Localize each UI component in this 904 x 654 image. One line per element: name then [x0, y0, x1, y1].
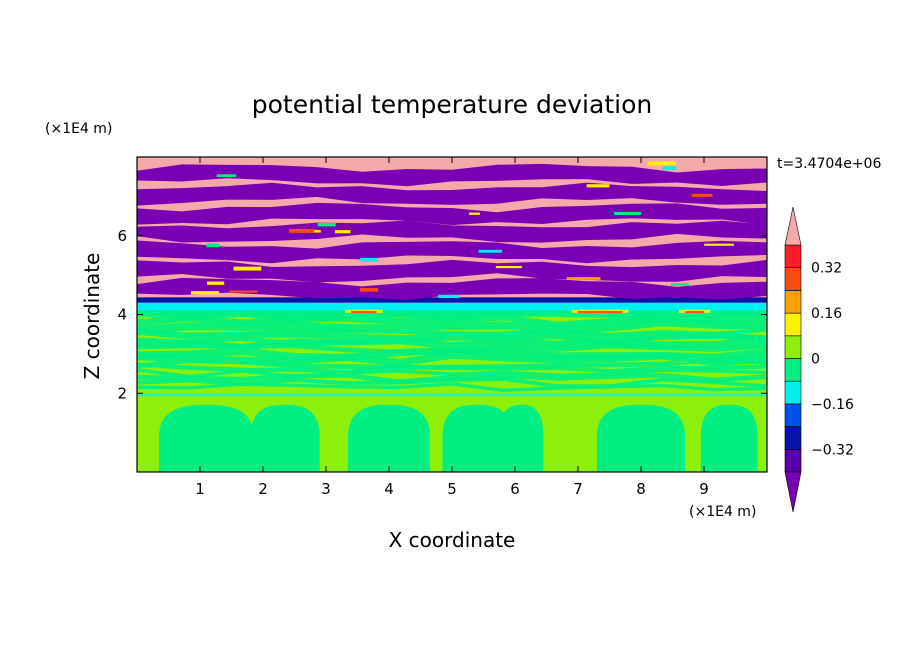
purple-band [137, 202, 767, 226]
upper-fleck [478, 249, 503, 253]
x-tick-label: 7 [573, 480, 583, 498]
colorbar-segment [784, 267, 802, 291]
x-tick-label: 1 [195, 480, 205, 498]
colorbar-tick-label: 0.16 [811, 306, 842, 322]
colorbar-tick-label: −0.16 [811, 397, 854, 413]
x-axis: 1 2 3 4 5 6 7 8 9 [195, 157, 709, 498]
x-tick-label: 4 [384, 480, 394, 498]
upper-fleck [566, 277, 601, 280]
upper-fleck [670, 283, 689, 286]
colorbar-segment [784, 244, 802, 269]
y-axis-label: Z coordinate [80, 253, 104, 380]
upper-fleck [438, 294, 460, 299]
convective-cell [348, 404, 430, 472]
purple-band [137, 163, 767, 187]
upper-fleck [647, 161, 676, 166]
boundary-line [137, 393, 767, 397]
middle-streak [137, 368, 767, 379]
colorbar-segment [784, 290, 802, 314]
convective-cell [250, 404, 320, 472]
y-axis-unit: (×1E4 m) [45, 121, 112, 137]
middle-streak [137, 372, 767, 385]
purple-band [137, 220, 767, 243]
upper-fleck [691, 193, 713, 197]
convective-cell [159, 404, 254, 472]
heatmap-field [137, 157, 767, 472]
purple-band [137, 259, 767, 283]
x-axis-unit: (×1E4 m) [689, 504, 756, 520]
convective-cell [499, 404, 544, 472]
inversion-highlight [578, 310, 623, 313]
upper-fleck [360, 257, 378, 262]
colorbar-segment [784, 448, 802, 473]
colorbar-upper-extension [784, 206, 802, 246]
upper-fleck [704, 243, 734, 246]
purple-band [137, 240, 767, 264]
x-tick-label: 8 [636, 480, 646, 498]
x-tick-label: 3 [321, 480, 331, 498]
upper-fleck [613, 211, 642, 216]
purple-band [137, 277, 767, 300]
colorbar-segment [784, 312, 802, 337]
convective-cell [700, 404, 758, 472]
upper-fleck [469, 212, 480, 215]
inversion-navy [137, 297, 767, 303]
upper-fleck [216, 174, 237, 178]
colorbar-segment [784, 403, 802, 427]
upper-fleck [233, 266, 262, 271]
purple-band [137, 182, 767, 206]
upper-fleck [359, 287, 378, 292]
upper-fleck [229, 290, 258, 293]
colorbar-segment [784, 426, 802, 450]
upper-fleck [317, 222, 336, 227]
upper-fleck [207, 281, 225, 285]
x-tick-label: 6 [510, 480, 520, 498]
colorbar-segment [784, 335, 802, 359]
colorbar: 0.32 0.16 0 −0.16 −0.32 [784, 206, 854, 513]
time-label: t=3.4704e+06 [777, 156, 881, 172]
inversion-highlight [685, 310, 704, 313]
middle-streak [137, 382, 767, 393]
y-tick-label: 2 [117, 384, 127, 402]
upper-fleck [334, 230, 351, 234]
upper-fleck [662, 166, 677, 170]
y-axis: 2 4 6 [117, 227, 767, 402]
inversion-cyan [137, 302, 767, 311]
y-tick-label: 4 [117, 306, 127, 324]
chart-title: potential temperature deviation [252, 90, 652, 119]
inversion-highlight [351, 310, 377, 313]
y-tick-label: 6 [117, 227, 127, 245]
colorbar-segment [784, 358, 802, 382]
colorbar-lower-extension [784, 471, 802, 513]
x-tick-label: 2 [258, 480, 268, 498]
x-tick-label: 9 [699, 480, 709, 498]
upper-fleck [289, 228, 315, 233]
upper-fleck [586, 184, 610, 188]
upper-fleck [495, 265, 522, 269]
middle-streak [137, 328, 767, 337]
convective-cell [442, 404, 512, 472]
upper-fleck [191, 291, 220, 295]
colorbar-segment [784, 380, 802, 405]
colorbar-tick-label: 0.32 [811, 261, 842, 277]
middle-streak [137, 337, 767, 351]
middle-streak [137, 311, 767, 322]
upper-fleck [206, 243, 220, 248]
convective-cell [596, 404, 686, 472]
colorbar-tick-label: 0 [811, 352, 820, 368]
x-axis-label: X coordinate [389, 528, 516, 552]
colorbar-tick-label: −0.32 [811, 442, 854, 458]
x-tick-label: 5 [447, 480, 457, 498]
middle-top-band [137, 310, 767, 317]
middle-streak [137, 318, 767, 334]
